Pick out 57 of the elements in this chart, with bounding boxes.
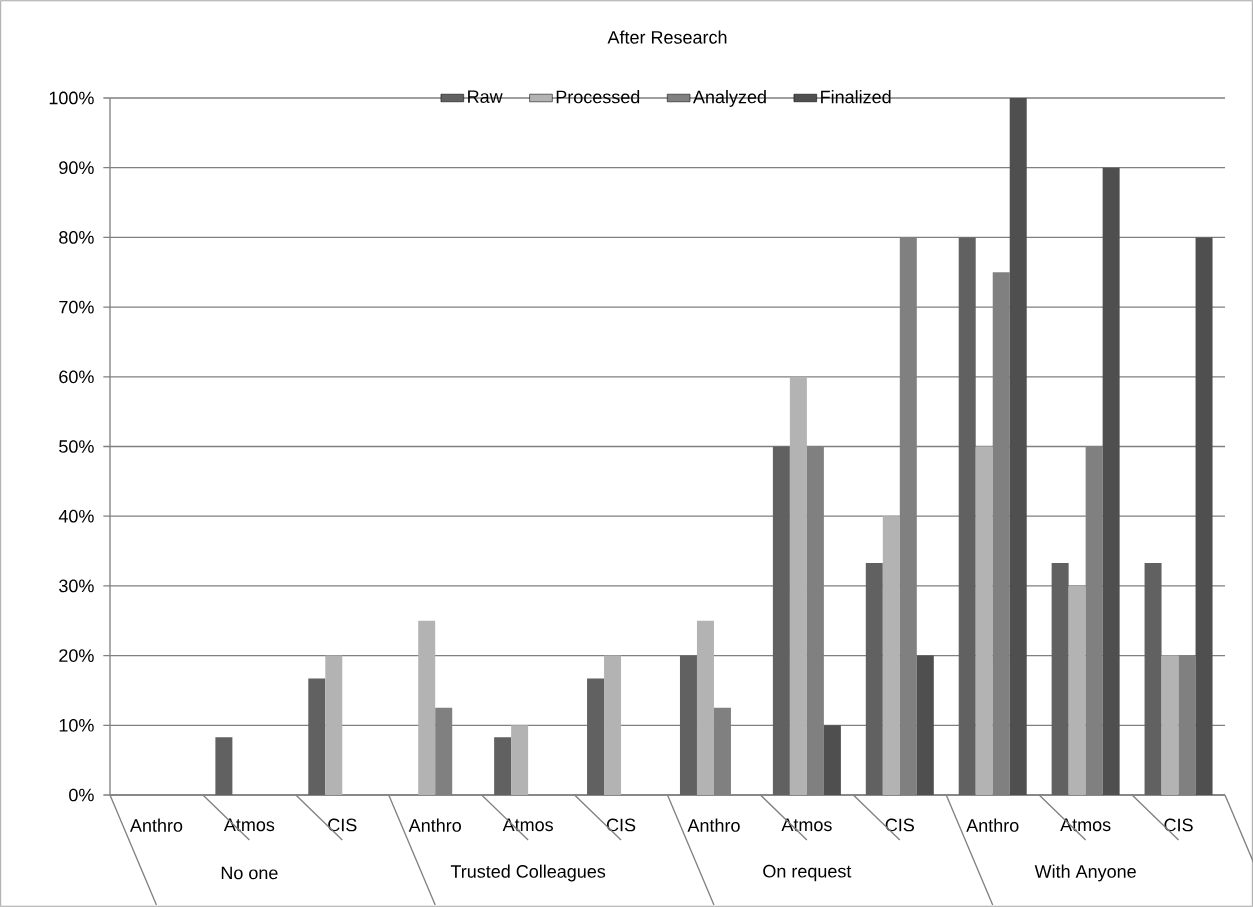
text: On request [763,864,852,882]
y-tick-label: 50% [59,440,94,453]
text: No one [221,866,278,880]
bar [789,376,807,795]
y-tick-label: 10% [59,718,94,732]
x-tick-label: Anthro [408,818,461,832]
legend-label: Raw [468,90,503,103]
bar [958,237,976,795]
legend-label: Processed [556,90,640,104]
bar [1009,98,1027,795]
x-tick-label: CIS [1164,818,1193,832]
y-tick-label: 0% [69,788,94,802]
y-tick-label: 100% [49,91,94,105]
bar [511,725,529,795]
y-tick-label: 30% [59,579,94,593]
bar [1195,237,1213,795]
bar [1144,562,1162,795]
x-tick-label: Atmos [781,818,832,832]
x-tick-label: Anthro [966,818,1019,832]
bar [1068,585,1086,795]
x-tick-label: CIS [606,818,636,832]
x-tick-label: Atmos [1060,818,1111,832]
y-tick-label: 40% [58,509,94,523]
bar [865,562,883,795]
text: With Anyone [1034,864,1136,882]
bar [696,620,714,795]
bar [308,678,326,795]
y-tick-label: 60% [59,370,94,384]
bar [1051,562,1069,795]
x-tick-label: Atmos [502,818,553,832]
bar [975,446,993,795]
y-tick-label: 70% [59,300,94,314]
legend-label: Finalized [821,90,891,104]
x-tick-label: CIS [328,818,357,832]
bar [325,655,343,795]
x-tick-label: Anthro [687,818,740,832]
x-tick-label: Anthro [129,818,183,832]
chart-title: After Research [607,30,727,44]
x-tick-label: Atmos [223,818,275,832]
bar [916,655,934,795]
x-tick-label: CIS [885,818,914,832]
y-tick-label: 20% [59,649,94,662]
bar [494,737,512,795]
legend-label: Analyzed [692,90,766,107]
bar [1161,655,1179,795]
bar [418,620,436,795]
y-tick-label: 80% [59,231,94,244]
bar [679,655,697,795]
bar [882,516,900,795]
bar [587,678,605,795]
bar [1102,167,1120,795]
bar [215,737,233,795]
bar [604,655,622,795]
bar [823,725,841,795]
text: Trusted Colleagues [450,864,606,882]
y-tick-label: 90% [59,161,94,175]
bar [772,446,790,795]
